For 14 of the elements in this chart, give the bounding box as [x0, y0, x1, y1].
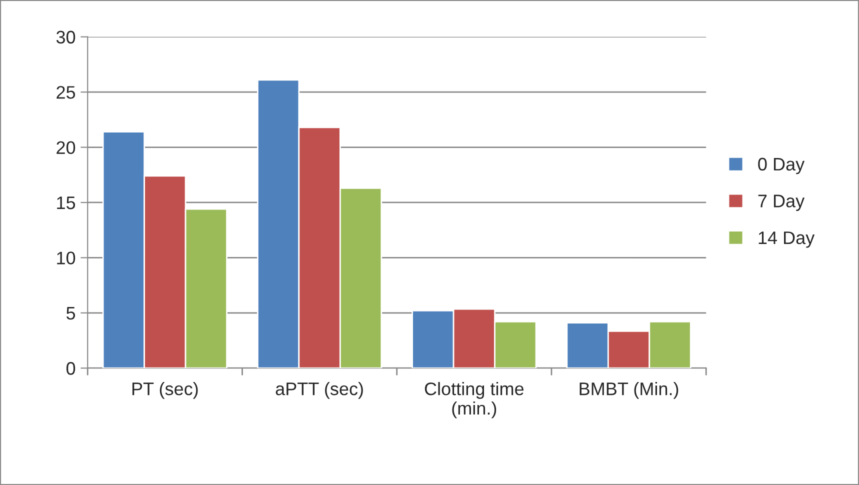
- y-tick-label: 15: [57, 196, 76, 210]
- y-tick-label: 20: [56, 141, 76, 154]
- legend-label: 7 Day: [758, 194, 805, 211]
- x-tick-label: aPTT (sec): [276, 382, 363, 399]
- legend-label: 14 Day: [758, 232, 815, 248]
- x-tick-label: PT (sec): [132, 382, 198, 399]
- y-tick-label: 10: [57, 252, 76, 264]
- y-tick-label: 30: [56, 30, 76, 44]
- legend-label: 0 Day: [758, 158, 805, 174]
- x-tick-label: BMBT (Min.): [580, 382, 678, 399]
- y-tick-label: 0: [66, 362, 76, 375]
- x-tick-label: Clotting time (min.): [424, 382, 524, 418]
- y-tick-label: 25: [56, 86, 76, 99]
- y-tick-label: 5: [66, 307, 76, 320]
